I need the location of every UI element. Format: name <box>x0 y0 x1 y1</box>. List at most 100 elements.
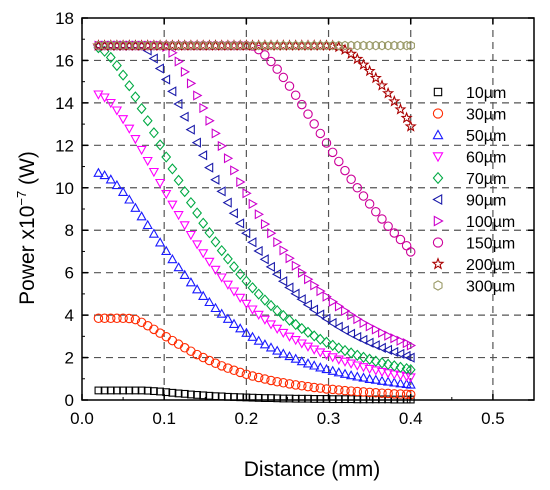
y-tick-label: 2 <box>65 349 74 368</box>
data-point <box>235 367 245 378</box>
series-30µm <box>93 313 416 400</box>
data-point <box>179 221 190 231</box>
data-point <box>260 374 270 384</box>
data-point <box>395 389 406 399</box>
data-point <box>143 386 152 395</box>
data-point <box>273 394 282 403</box>
data-point <box>395 348 405 360</box>
data-point <box>364 353 375 365</box>
data-point <box>394 102 407 115</box>
data-point <box>259 339 271 349</box>
data-point <box>260 394 269 403</box>
legend-marker <box>431 257 445 270</box>
data-point <box>364 387 375 398</box>
data-point <box>180 389 189 398</box>
legend-label: 50µm <box>466 128 506 145</box>
data-point <box>211 128 221 139</box>
data-point <box>130 135 141 145</box>
legend-label: 90µm <box>466 193 506 210</box>
data-point <box>358 372 369 382</box>
data-point <box>341 395 349 404</box>
data-point <box>334 40 344 51</box>
data-point <box>277 276 288 287</box>
data-point <box>222 313 234 323</box>
data-point <box>248 40 257 51</box>
data-point <box>370 340 380 351</box>
data-point <box>210 174 220 185</box>
data-point <box>333 342 344 354</box>
data-point <box>112 40 122 51</box>
data-point <box>253 44 264 55</box>
data-point <box>124 80 135 92</box>
data-point <box>106 313 116 324</box>
data-point <box>223 153 234 164</box>
data-point <box>229 365 239 376</box>
data-point <box>346 174 356 185</box>
data-point <box>106 386 115 395</box>
data-point <box>327 339 338 351</box>
data-point <box>222 253 233 265</box>
data-point <box>267 394 275 403</box>
data-point <box>371 324 382 335</box>
data-point <box>228 318 240 328</box>
data-point <box>328 40 337 51</box>
data-point <box>382 344 393 356</box>
data-point <box>149 387 158 395</box>
data-point <box>359 317 369 329</box>
data-point <box>148 53 158 64</box>
data-point <box>334 385 344 395</box>
data-point <box>125 40 134 51</box>
data-point <box>161 332 171 342</box>
data-point <box>272 345 283 355</box>
legend-marker <box>432 171 444 185</box>
y-axis-title: Power x10−7 (W) <box>14 151 39 305</box>
data-point <box>117 115 129 125</box>
y-tick-label: 4 <box>65 306 74 325</box>
data-point <box>180 40 189 51</box>
data-point <box>290 90 301 100</box>
x-tick-label: 0.1 <box>152 409 176 428</box>
x-tick-label: 0.0 <box>70 409 94 428</box>
data-point <box>316 40 325 51</box>
data-point <box>199 40 208 51</box>
data-point <box>241 299 252 310</box>
y-tick-label: 6 <box>65 264 74 283</box>
data-point <box>405 363 416 376</box>
axis-ticks: 0.0 0.1 0.2 0.3 0.4 0.5 0 2 4 6 8 10 12 14 16 18 <box>55 9 534 428</box>
data-point <box>265 320 277 330</box>
data-point <box>99 93 110 103</box>
data-point <box>370 374 381 384</box>
data-point <box>113 386 121 395</box>
data-point <box>106 40 115 51</box>
data-point <box>242 40 251 51</box>
data-point <box>265 342 277 352</box>
data-point <box>167 163 178 175</box>
data-point <box>405 247 416 257</box>
data-point <box>154 63 164 74</box>
x-tick-label: 0.4 <box>399 409 423 428</box>
data-point <box>148 167 160 178</box>
data-point <box>253 245 263 257</box>
data-point <box>185 196 196 209</box>
data-point <box>216 244 227 257</box>
data-point <box>315 362 326 372</box>
data-point <box>236 176 246 188</box>
data-point <box>339 368 351 378</box>
data-point <box>174 389 183 398</box>
data-point <box>396 335 406 346</box>
data-point <box>309 360 320 370</box>
data-point <box>284 282 294 293</box>
series-50µm <box>93 167 416 389</box>
data-point <box>247 305 258 315</box>
data-point <box>259 315 271 325</box>
data-point <box>117 186 129 196</box>
series-200µm <box>92 39 417 132</box>
data-point <box>161 151 172 163</box>
data-point <box>309 40 319 51</box>
data-point <box>346 40 356 51</box>
data-point <box>260 50 270 60</box>
data-point <box>365 40 374 51</box>
data-point <box>173 98 183 110</box>
legend-label: 150µm <box>466 236 515 253</box>
data-point <box>370 366 381 376</box>
